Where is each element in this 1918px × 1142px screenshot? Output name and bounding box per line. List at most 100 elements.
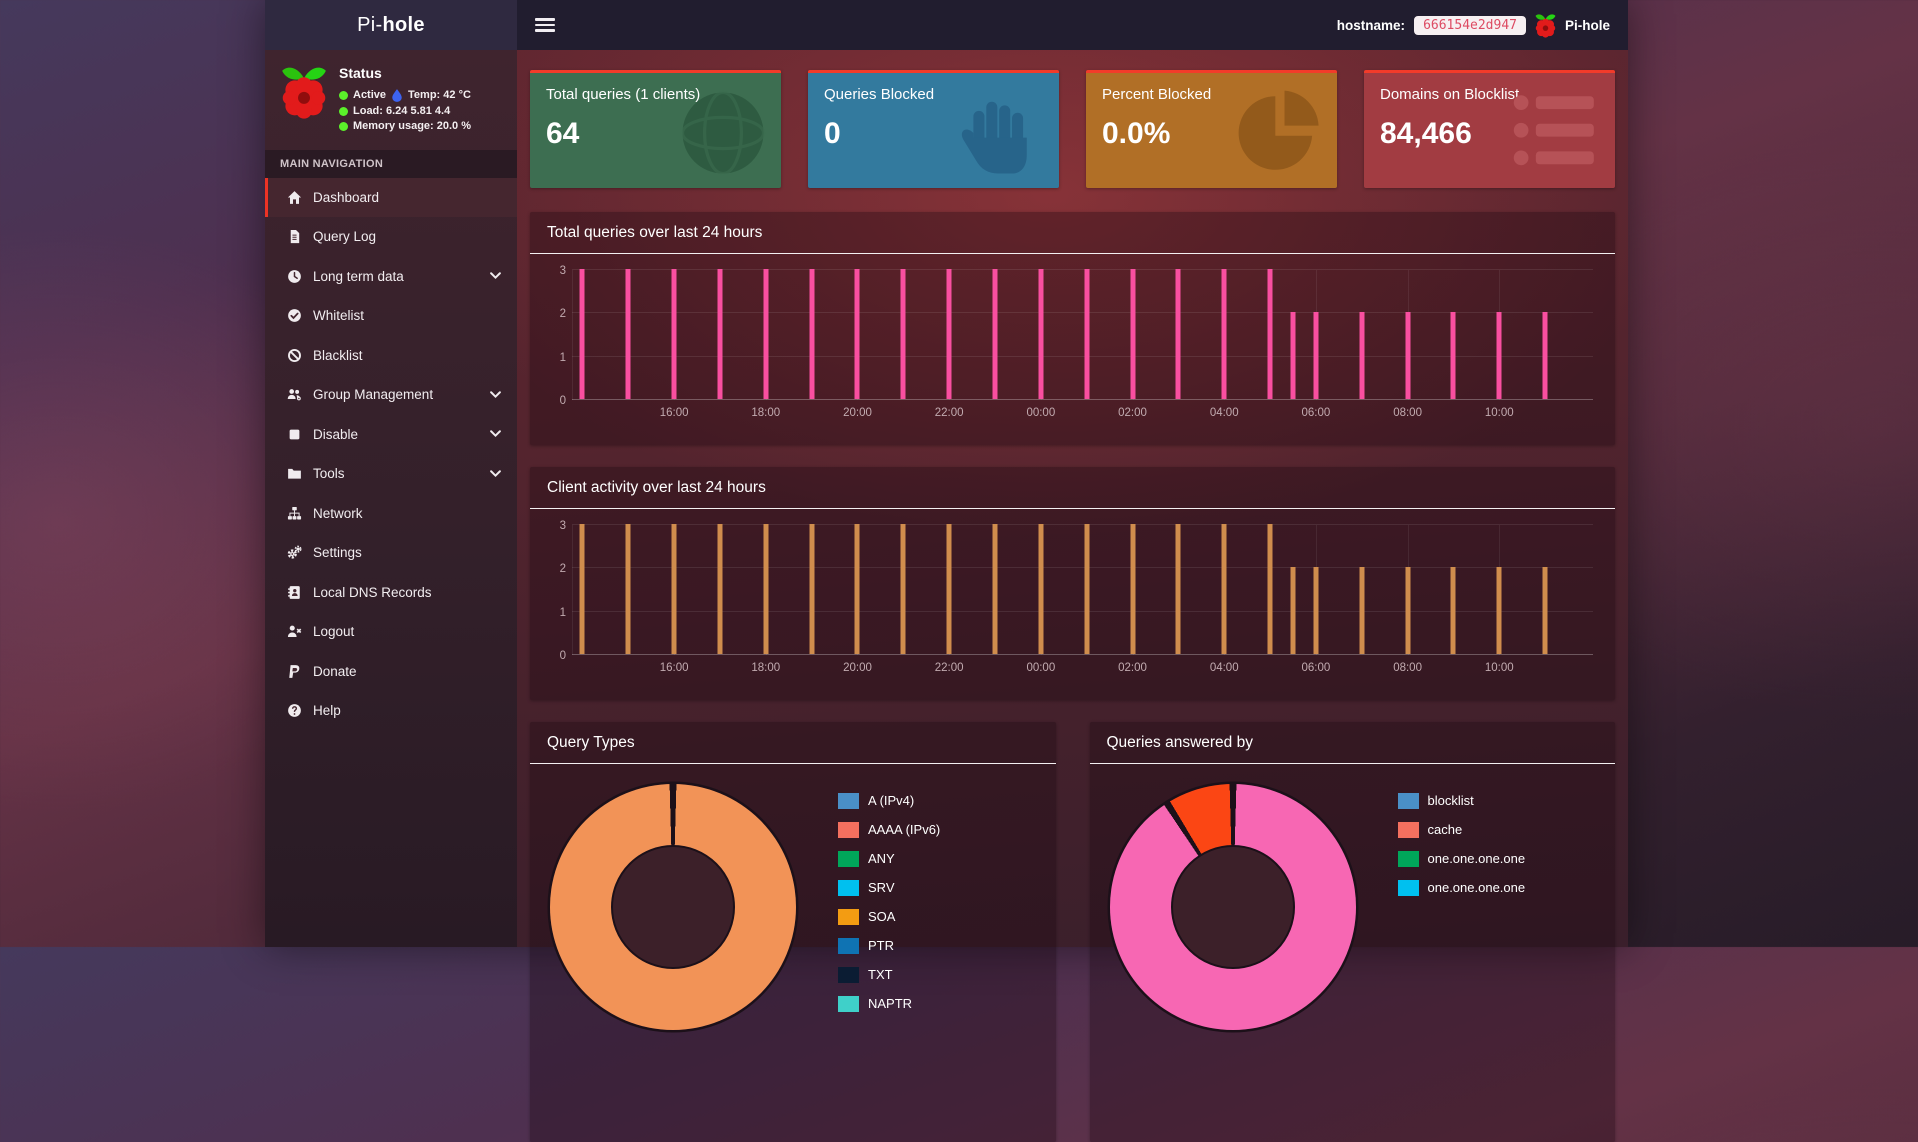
x-tick-label: 20:00	[843, 662, 872, 674]
legend-item[interactable]: NAPTR	[838, 989, 940, 1018]
pihole-brand-link[interactable]: Pi-hole	[1564, 17, 1610, 33]
card-value: 0	[824, 117, 841, 150]
bar-03:00	[1175, 269, 1181, 399]
x-tick-label: 04:00	[1209, 662, 1239, 674]
legend-item[interactable]: PTR	[838, 931, 940, 960]
x-tick-label: 22:00	[934, 662, 964, 674]
sidebar-item-logout[interactable]: Logout	[265, 612, 517, 652]
sidebar-item-dashboard[interactable]: Dashboard	[265, 177, 517, 217]
folder-icon	[288, 469, 301, 479]
bar-10:00	[1496, 312, 1502, 399]
bar-18:00	[763, 524, 769, 654]
bar-chart-plot[interactable]: 0 1 2 3	[560, 265, 1593, 407]
status-row-memory: Memory usage: 20.0 %	[339, 119, 471, 135]
x-tick-label: 10:00	[1484, 662, 1514, 674]
sidebar-item-label: Long term data	[313, 268, 404, 284]
chart-title: Client activity over last 24 hours	[530, 467, 1615, 509]
legend-label: TXT	[868, 967, 893, 982]
legend-swatch	[838, 995, 859, 1012]
donut-chart[interactable]	[1109, 784, 1356, 1030]
x-tick-label: 04:00	[1209, 407, 1239, 419]
legend-label: NAPTR	[868, 996, 913, 1011]
app-logo[interactable]: Pi-hole	[265, 0, 517, 50]
sidebar-item-settings[interactable]: Settings	[265, 533, 517, 573]
legend-swatch	[1397, 792, 1419, 809]
legend-item[interactable]: one.one.one.one	[1397, 873, 1525, 902]
x-tick-label: 10:00	[1484, 407, 1514, 419]
stop-icon	[289, 429, 300, 440]
gridline	[572, 567, 1593, 569]
legend-item[interactable]: TXT	[838, 960, 940, 989]
sidebar-item-local-dns-records[interactable]: Local DNS Records	[265, 573, 517, 613]
summary-card-0: Total queries (1 clients) 64	[530, 70, 781, 188]
legend-item[interactable]: SOA	[838, 902, 940, 931]
x-tick-label: 02:00	[1118, 407, 1147, 419]
y-tick-label: 3	[559, 265, 566, 277]
sidebar-item-network[interactable]: Network	[265, 494, 517, 534]
bar-14:00	[579, 269, 585, 399]
bar-01:00	[1084, 524, 1090, 654]
query-types-box: Query Types A (IPv4) AAAA (IPv6) ANY SRV SOA P…	[530, 722, 1056, 1142]
ban-icon	[288, 348, 301, 362]
legend-item[interactable]: SRV	[838, 873, 940, 902]
sidebar-item-label: Donate	[313, 663, 357, 679]
bar-00:00	[1038, 524, 1044, 654]
raspberry-icon	[1535, 12, 1556, 38]
sidebar-item-long-term-data[interactable]: Long term data	[265, 257, 517, 297]
y-tick-label: 1	[559, 606, 566, 619]
file-icon	[290, 230, 300, 244]
total-queries-chart-box: Total queries over last 24 hours 0 1 2 3 16:0…	[530, 212, 1615, 445]
sidebar-item-whitelist[interactable]: Whitelist	[265, 296, 517, 336]
bar-05:30	[1290, 567, 1296, 654]
legend-label: one.one.one.one	[1427, 851, 1526, 866]
sidebar-item-disable[interactable]: Disable	[265, 415, 517, 455]
bar-15:00	[625, 524, 631, 654]
donut-hole	[1170, 845, 1295, 969]
legend-label: blocklist	[1427, 793, 1474, 808]
donut-chart[interactable]	[550, 784, 796, 1030]
logo-text-bold: hole	[382, 13, 425, 36]
sidebar-item-tools[interactable]: Tools	[265, 454, 517, 494]
gridline	[572, 355, 1593, 357]
bar-21:00	[900, 269, 906, 399]
sidebar-item-group-management[interactable]: Group Management	[265, 375, 517, 415]
bar-05:00	[1267, 269, 1273, 399]
status-row-load: Load: 6.24 5.81 4.4	[339, 104, 471, 120]
question-icon	[288, 704, 301, 718]
sidebar-item-query-log[interactable]: Query Log	[265, 217, 517, 257]
legend-item[interactable]: AAAA (IPv6)	[838, 815, 940, 844]
legend-item[interactable]: blocklist	[1397, 786, 1526, 815]
x-tick-label: 16:00	[659, 662, 689, 674]
clock-icon	[288, 269, 301, 283]
main-content: Total queries (1 clients) 64 Queries Block…	[517, 50, 1628, 1142]
gears-icon	[287, 545, 302, 559]
sidebar-item-help[interactable]: Help	[265, 691, 517, 731]
list-icon	[1511, 87, 1603, 179]
bar-23:00	[992, 524, 998, 654]
legend-item[interactable]: cache	[1397, 815, 1526, 844]
x-tick-label: 18:00	[751, 407, 781, 419]
legend-item[interactable]: ANY	[838, 844, 940, 873]
status-ok-icon	[339, 122, 348, 132]
sidebar-toggle-button[interactable]	[535, 15, 555, 35]
x-tick-label: 08:00	[1393, 662, 1422, 674]
sidebar-item-label: Query Log	[313, 229, 377, 245]
chart-title: Queries answered by	[1089, 722, 1615, 764]
sidebar-item-donate[interactable]: Donate	[265, 652, 517, 692]
chevron-down-icon	[490, 430, 501, 438]
legend-swatch	[1397, 821, 1419, 838]
legend-label: AAAA (IPv6)	[868, 822, 941, 837]
bar-02:00	[1130, 524, 1136, 654]
bar-00:00	[1038, 269, 1044, 399]
bar-chart-plot[interactable]: 0 1 2 3	[560, 520, 1593, 662]
legend-label: PTR	[868, 938, 894, 953]
legend-item[interactable]: A (IPv4)	[838, 786, 940, 815]
bar-17:00	[717, 524, 723, 654]
y-tick-label: 0	[559, 395, 566, 407]
sidebar-item-label: Help	[313, 703, 341, 719]
chart-legend: blocklist cache one.one.one.one one.one.one…	[1397, 786, 1526, 1030]
sidebar-item-blacklist[interactable]: Blacklist	[265, 336, 517, 376]
legend-item[interactable]: one.one.one.one	[1397, 844, 1526, 873]
sitemap-icon	[287, 506, 302, 520]
bar-04:00	[1221, 524, 1227, 654]
